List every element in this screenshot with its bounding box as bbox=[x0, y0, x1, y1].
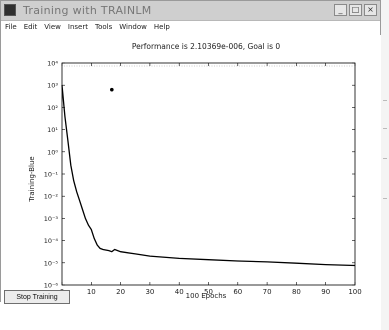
menu-edit[interactable]: Edit bbox=[23, 23, 38, 31]
y-tick-label: 10² bbox=[47, 104, 58, 112]
x-tick-label: 90 bbox=[321, 288, 330, 296]
menu-tools[interactable]: Tools bbox=[94, 23, 113, 31]
right-edge-strip bbox=[381, 0, 389, 330]
x-axis-label: 100 Epochs bbox=[186, 292, 227, 300]
x-tick-label: 20 bbox=[116, 288, 125, 296]
x-tick-label: 10 bbox=[87, 288, 96, 296]
x-tick-label: 30 bbox=[145, 288, 154, 296]
matlab-figure-icon bbox=[4, 4, 16, 16]
training-performance-line bbox=[61, 85, 356, 267]
side-tick bbox=[383, 198, 387, 199]
y-tick-label: 10¹ bbox=[47, 126, 58, 134]
minimize-button[interactable]: _ bbox=[334, 4, 347, 16]
training-window: Training with TRAINLM _ □ × File Edit Vi… bbox=[0, 0, 382, 303]
side-tick bbox=[383, 158, 387, 159]
menu-bar: File Edit View Insert Tools Window Help bbox=[1, 21, 380, 34]
y-tick-label: 10⁻⁴ bbox=[44, 237, 59, 245]
ticks: 010203040506070809010010⁴10³10²10¹10⁰10⁻… bbox=[44, 60, 362, 297]
series bbox=[61, 85, 356, 267]
menu-view[interactable]: View bbox=[44, 23, 61, 31]
plot-area: Performance is 2.10369e-006, Goal is 0 0… bbox=[1, 35, 382, 303]
stop-training-button[interactable]: Stop Training bbox=[4, 290, 70, 304]
side-tick bbox=[383, 128, 387, 129]
plot-background bbox=[1, 35, 382, 303]
menu-file[interactable]: File bbox=[5, 23, 17, 31]
performance-chart: Performance is 2.10369e-006, Goal is 0 0… bbox=[1, 35, 382, 303]
menu-help[interactable]: Help bbox=[153, 23, 170, 31]
chart-title: Performance is 2.10369e-006, Goal is 0 bbox=[132, 42, 281, 51]
x-tick-label: 100 bbox=[348, 288, 361, 296]
x-tick-label: 40 bbox=[175, 288, 184, 296]
y-tick-label: 10³ bbox=[47, 82, 58, 90]
y-tick-label: 10⁻⁶ bbox=[44, 282, 59, 290]
y-tick-label: 10⁻¹ bbox=[44, 171, 59, 179]
menu-window[interactable]: Window bbox=[119, 23, 147, 31]
y-axis-label: Training-Blue bbox=[28, 156, 36, 202]
x-tick-label: 60 bbox=[233, 288, 242, 296]
close-button[interactable]: × bbox=[364, 4, 377, 16]
x-tick-label: 80 bbox=[292, 288, 301, 296]
x-tick-label: 70 bbox=[263, 288, 272, 296]
y-tick-label: 10⁻³ bbox=[44, 215, 59, 223]
window-title: Training with TRAINLM bbox=[23, 4, 152, 17]
window-controls: _ □ × bbox=[334, 4, 377, 16]
y-tick-label: 10⁻² bbox=[44, 193, 59, 201]
y-tick-label: 10⁴ bbox=[47, 60, 58, 68]
x-tick-label: 50 bbox=[204, 288, 213, 296]
side-tick bbox=[383, 100, 387, 101]
menu-insert[interactable]: Insert bbox=[67, 23, 88, 31]
title-bar[interactable]: Training with TRAINLM _ □ × bbox=[1, 1, 380, 21]
maximize-button[interactable]: □ bbox=[349, 4, 362, 16]
y-tick-label: 10⁰ bbox=[47, 148, 58, 156]
marker-point bbox=[110, 87, 114, 92]
y-tick-label: 10⁻⁵ bbox=[44, 259, 59, 267]
